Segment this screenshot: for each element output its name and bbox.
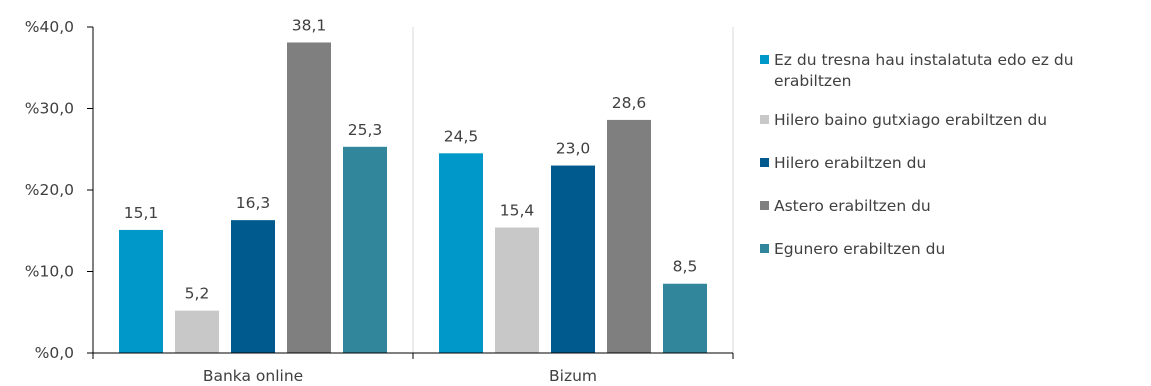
bar xyxy=(607,119,651,353)
y-tick-label: %0,0 xyxy=(35,344,74,362)
legend-item: Ez du tresna hau instalatuta edo ez du e… xyxy=(760,50,1150,92)
legend-label: Astero erabiltzen du xyxy=(774,197,931,215)
y-tick-label: %40,0 xyxy=(25,18,74,36)
legend-swatch xyxy=(760,55,769,64)
bar xyxy=(343,146,387,353)
legend-item: Hilero baino gutxiago erabiltzen du xyxy=(760,110,1150,131)
data-label: 5,2 xyxy=(185,285,210,303)
legend-swatch xyxy=(760,115,769,124)
legend-label: Egunero erabiltzen du xyxy=(774,240,946,258)
y-tick-label: %20,0 xyxy=(25,181,74,199)
data-label: 24,5 xyxy=(444,127,479,145)
legend-item: Hilero erabiltzen du xyxy=(760,153,1150,174)
bar xyxy=(551,165,595,353)
data-label: 38,1 xyxy=(292,16,327,34)
data-label: 8,5 xyxy=(673,258,698,276)
x-category-label: Banka online xyxy=(203,367,303,385)
data-label: 16,3 xyxy=(236,194,271,212)
legend: Ez du tresna hau instalatuta edo ez du e… xyxy=(760,50,1150,282)
legend-item: Astero erabiltzen du xyxy=(760,196,1150,217)
data-label: 23,0 xyxy=(556,140,591,158)
bar xyxy=(287,42,331,354)
data-label: 15,4 xyxy=(500,201,535,219)
y-tick-label: %30,0 xyxy=(25,100,74,118)
legend-swatch xyxy=(760,158,769,167)
legend-label: Hilero erabiltzen du xyxy=(774,154,927,172)
bar xyxy=(439,153,483,353)
data-label: 28,6 xyxy=(612,94,647,112)
bar xyxy=(175,310,219,353)
legend-swatch xyxy=(760,201,769,210)
bar xyxy=(119,229,163,353)
data-label: 25,3 xyxy=(348,121,383,139)
legend-label: Ez du tresna hau instalatuta edo ez du e… xyxy=(774,51,1074,90)
bar xyxy=(663,283,707,353)
y-tick-label: %10,0 xyxy=(25,263,74,281)
bar xyxy=(231,220,275,353)
data-label: 15,1 xyxy=(124,204,159,222)
bar xyxy=(495,227,539,353)
legend-swatch xyxy=(760,244,769,253)
legend-item: Egunero erabiltzen du xyxy=(760,239,1150,260)
legend-label: Hilero baino gutxiago erabiltzen du xyxy=(774,111,1048,129)
x-category-label: Bizum xyxy=(549,367,597,385)
